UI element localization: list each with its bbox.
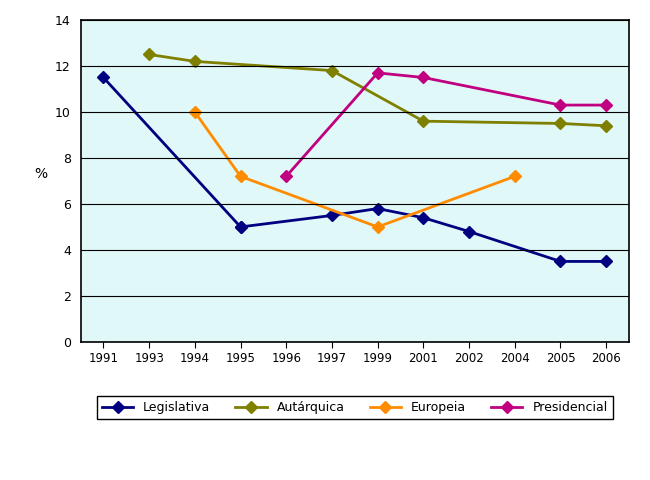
Y-axis label: %: % bbox=[34, 167, 47, 181]
Legend: Legislativa, Autárquica, Europeia, Presidencial: Legislativa, Autárquica, Europeia, Presi… bbox=[97, 396, 612, 420]
